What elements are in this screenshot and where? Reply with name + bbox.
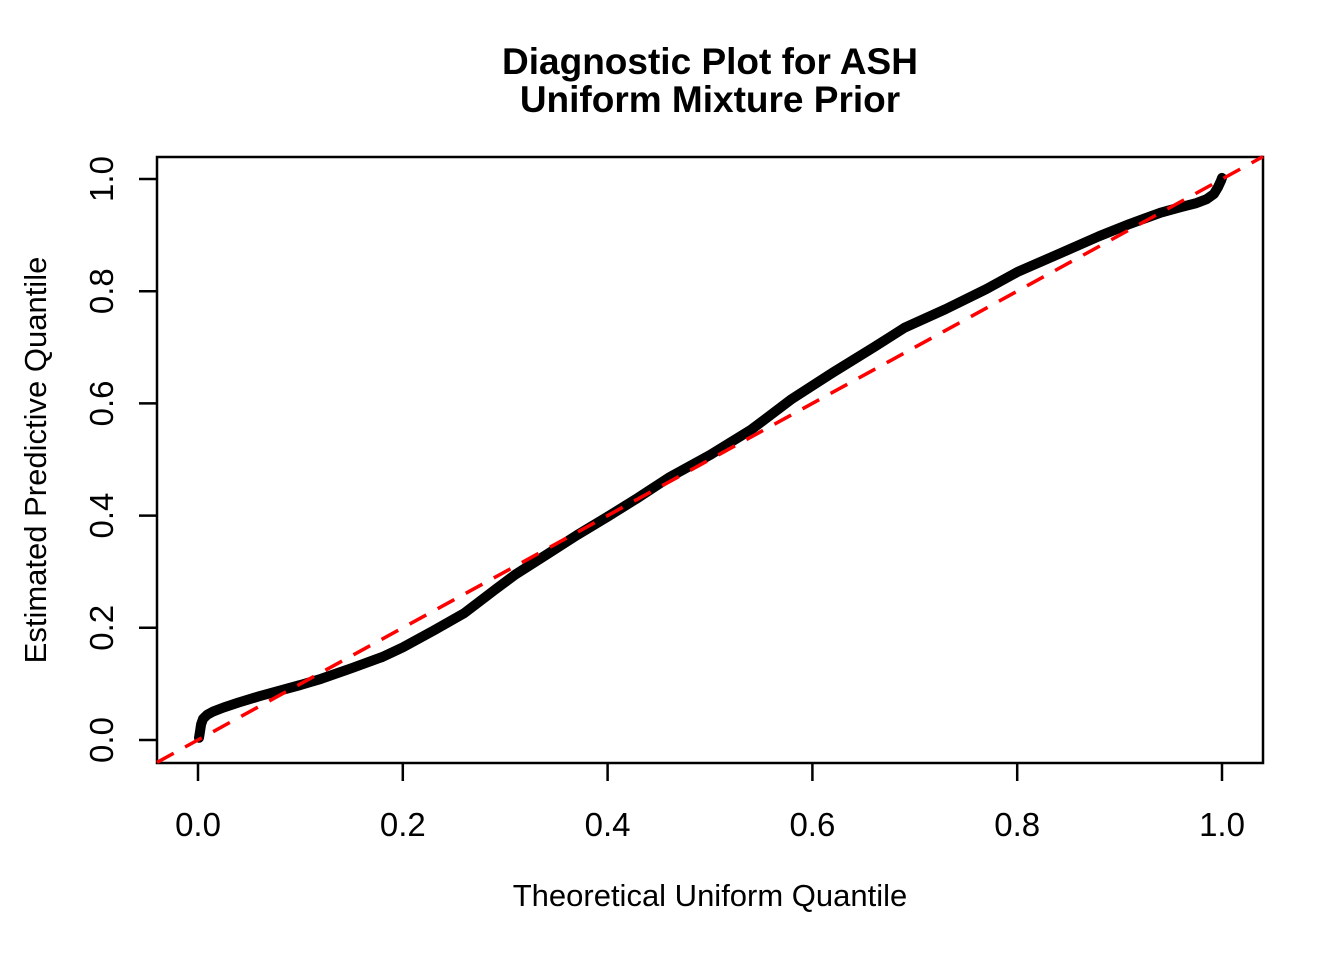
y-tick-label: 0.8 <box>83 268 120 314</box>
y-axis-ticks: 0.0 0.2 0.4 0.6 0.8 1.0 <box>83 156 157 763</box>
x-tick-label: 0.6 <box>789 806 835 843</box>
x-tick-label: 0.0 <box>175 806 221 843</box>
y-tick-label: 0.4 <box>83 493 120 539</box>
x-tick-label: 0.2 <box>380 806 426 843</box>
reference-diagonal-line <box>156 155 1264 764</box>
chart-title-line-2: Uniform Mixture Prior <box>520 79 900 120</box>
y-axis-title: Estimated Predictive Quantile <box>18 257 53 664</box>
y-tick-label: 0.6 <box>83 380 120 426</box>
x-axis-title: Theoretical Uniform Quantile <box>513 878 908 913</box>
x-axis-ticks: 0.0 0.2 0.4 0.6 0.8 1.0 <box>175 763 1245 843</box>
chart-title-line-1: Diagnostic Plot for ASH <box>502 41 918 82</box>
x-tick-label: 0.8 <box>994 806 1040 843</box>
plot-box <box>155 155 1265 765</box>
y-tick-label: 0.2 <box>83 605 120 651</box>
x-tick-label: 0.4 <box>585 806 631 843</box>
x-tick-label: 1.0 <box>1199 806 1245 843</box>
y-tick-label: 0.0 <box>83 717 120 763</box>
y-tick-label: 1.0 <box>83 156 120 202</box>
